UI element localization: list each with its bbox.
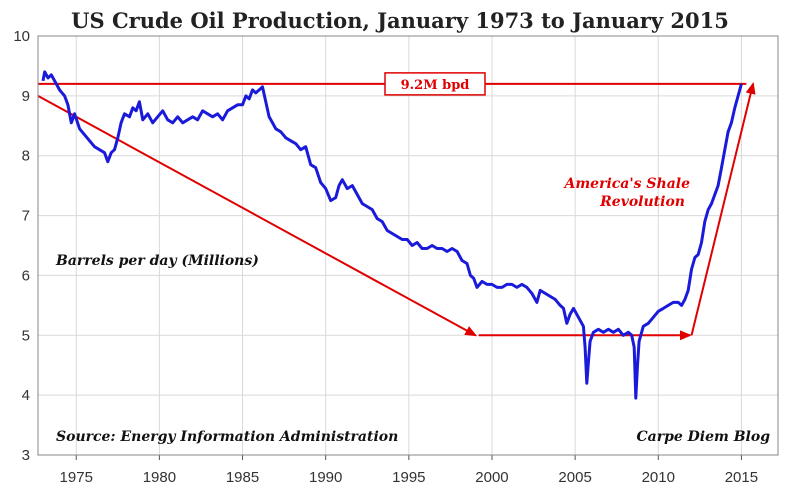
ylabel-annotation: Barrels per day (Millions)	[55, 253, 259, 269]
x-tick-label-1990: 1990	[309, 469, 342, 486]
y-tick-label-4: 4	[22, 387, 30, 404]
x-tick-label-1985: 1985	[226, 469, 259, 486]
x-tick-label-2005: 2005	[558, 469, 591, 486]
y-tick-label-8: 8	[22, 148, 30, 165]
reference-group: 9.2M bpd	[38, 72, 747, 96]
shale-annotation-line1: America's Shale	[562, 176, 690, 192]
plot-frame	[37, 35, 779, 456]
y-tick-label-9: 9	[22, 88, 30, 105]
x-tick-label-2000: 2000	[475, 469, 508, 486]
x-tick-label-1980: 1980	[143, 469, 176, 486]
x-tick-label-2015: 2015	[725, 469, 758, 486]
axes-group: 3 4 5 6 7 8 9 10 1975 1980 1985 1990 1995 2000 2005 201…	[13, 28, 779, 486]
chart-title: US Crude Oil Production, January 1973 to…	[71, 8, 729, 33]
series-line-0	[41, 70, 743, 400]
y-tick-label-5: 5	[22, 327, 30, 344]
shale-annotation-line2: Revolution	[599, 194, 685, 210]
credit-annotation: Carpe Diem Blog	[637, 429, 771, 445]
series-group	[41, 70, 743, 400]
reference-label: 9.2M bpd	[401, 78, 470, 93]
y-tick-label-6: 6	[22, 267, 30, 284]
x-tick-label-1975: 1975	[60, 469, 93, 486]
trend-arrow-2	[690, 81, 756, 336]
x-tick-label-1995: 1995	[392, 469, 425, 486]
x-tick-label-2010: 2010	[642, 469, 675, 486]
reference-label-box	[384, 72, 486, 96]
trend-arrow-0	[37, 94, 478, 337]
y-tick-label-7: 7	[22, 208, 30, 225]
source-annotation: Source: Energy Information Administratio…	[56, 429, 398, 445]
y-tick-label-3: 3	[22, 447, 30, 464]
y-tick-label-10: 10	[13, 28, 30, 45]
